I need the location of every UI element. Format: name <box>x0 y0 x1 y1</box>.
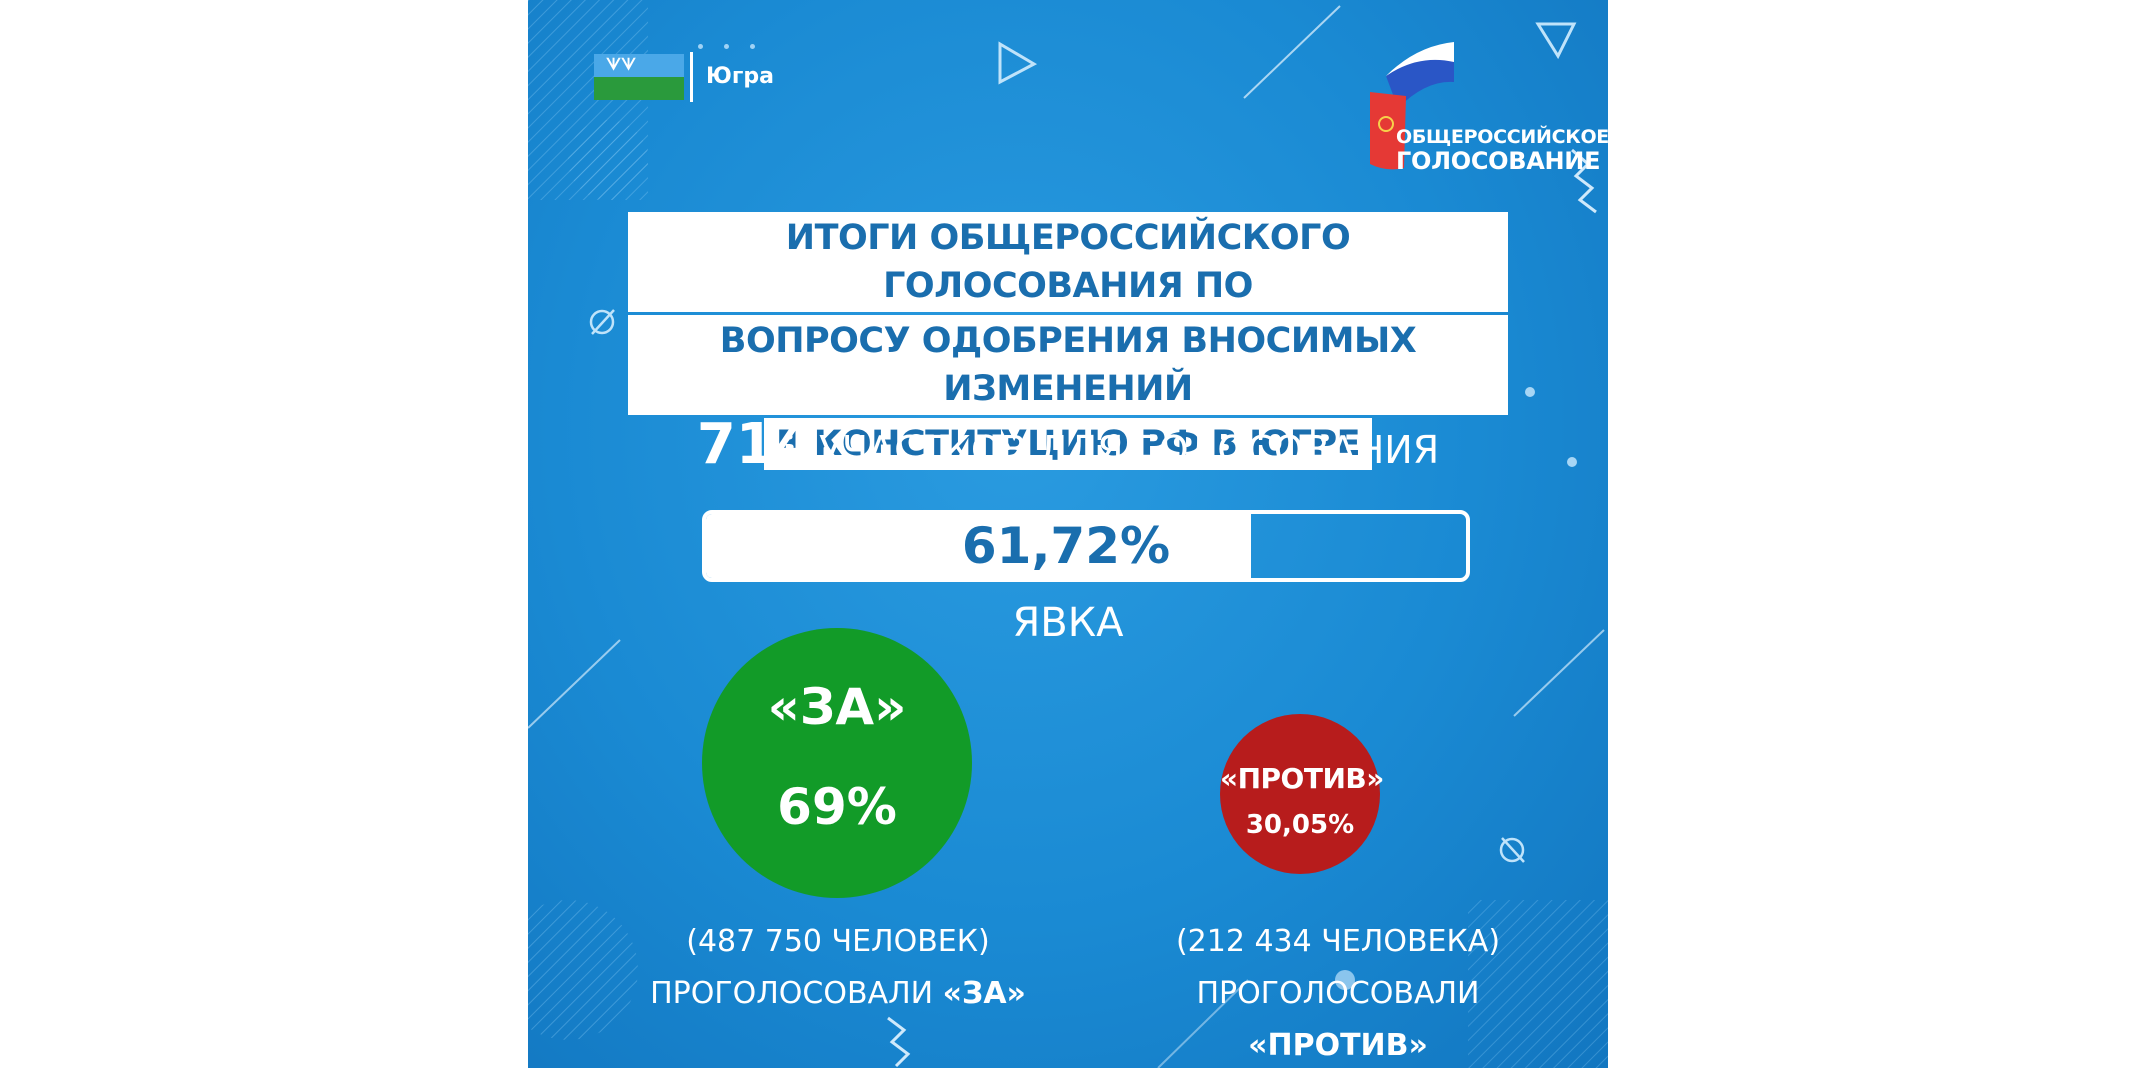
for-caption-emph: «ЗА» <box>942 976 1026 1011</box>
title-line1: ИТОГИ ОБЩЕРОССИЙСКОГО ГОЛОСОВАНИЯ ПО <box>628 212 1508 312</box>
against-caption: (212 434 ЧЕЛОВЕКА) ПРОГОЛОСОВАЛИ «ПРОТИВ… <box>1108 916 1568 1068</box>
turnout-label: ЯВКА <box>1012 600 1124 646</box>
for-percent: 69% <box>777 778 897 836</box>
for-circle: «ЗА» 69% <box>702 628 972 898</box>
against-circle: «ПРОТИВ» 30,05% <box>1220 714 1384 874</box>
logo-line1: ОБЩЕРОССИЙСКОЕ <box>1396 126 1608 148</box>
title-line2: ВОПРОСУ ОДОБРЕНИЯ ВНОСИМЫХ ИЗМЕНЕНИЙ <box>628 315 1508 415</box>
against-percent: 30,05% <box>1245 810 1355 840</box>
turnout-value: 61,72% <box>961 517 1171 575</box>
for-caption-prefix: ПРОГОЛОСОВАЛИ <box>650 976 943 1011</box>
flag-emblem-icon: ᗐᗐ <box>606 55 637 74</box>
for-caption: (487 750 ЧЕЛОВЕК) ПРОГОЛОСОВАЛИ «ЗА» <box>628 916 1048 1020</box>
logo-text: ОБЩЕРОССИЙСКОЕ ГОЛОСОВАНИЕ <box>1396 126 1608 174</box>
background-decorations <box>528 0 1608 1068</box>
stations-number: 714 <box>696 412 814 477</box>
eagle-emblem-icon <box>1378 116 1394 132</box>
against-caption-prefix: ПРОГОЛОСОВАЛИ <box>1196 976 1480 1011</box>
region-name: Югра <box>706 64 774 89</box>
stations-label: УЧАСТКОВ ДЛЯ ГОЛОСОВАНИЯ <box>818 428 1440 472</box>
turnout-progress-bar: 61,72% <box>702 510 1470 582</box>
logo-line2: ГОЛОСОВАНИЕ <box>1396 147 1601 175</box>
vote-logo <box>1370 42 1454 170</box>
for-count: (487 750 ЧЕЛОВЕК) <box>686 924 990 959</box>
page-title: ИТОГИ ОБЩЕРОССИЙСКОГО ГОЛОСОВАНИЯ ПО ВОП… <box>628 212 1508 473</box>
infographic-panel: ᗐᗐ Югра ОБЩЕРОССИЙСКОЕ ГОЛОСОВАНИЕ ИТОГИ… <box>528 0 1608 1068</box>
for-label: «ЗА» <box>767 678 907 736</box>
stations-count: 714 УЧАСТКОВ ДЛЯ ГОЛОСОВАНИЯ <box>528 412 1608 477</box>
turnout-fill <box>706 514 1252 578</box>
flag-divider <box>690 52 693 102</box>
against-caption-emph: «ПРОТИВ» <box>1248 1028 1428 1063</box>
yugra-flag: ᗐᗐ <box>594 54 684 100</box>
title-line3: В КОНСТИТУЦИЮ РФ В ЮГРЕ <box>763 418 1373 470</box>
against-label: «ПРОТИВ» <box>1220 762 1384 795</box>
against-count: (212 434 ЧЕЛОВЕКА) <box>1175 924 1501 959</box>
